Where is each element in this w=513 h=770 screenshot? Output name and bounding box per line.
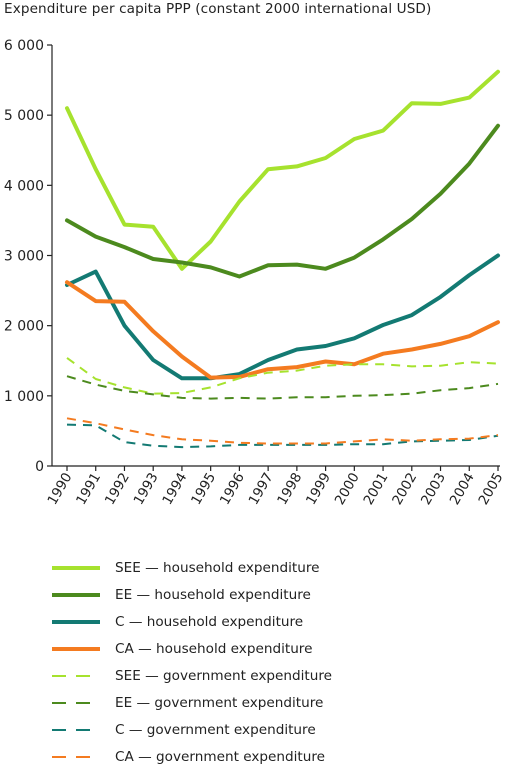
x-tick-label: 1996 (217, 470, 248, 508)
x-tick-label: 1991 (73, 470, 104, 508)
axes (51, 45, 500, 467)
y-tick-label: 6 000 (4, 38, 44, 54)
x-tick-label: 1993 (131, 470, 162, 508)
series-line-6 (66, 375, 499, 400)
x-tick-label: 2002 (389, 470, 420, 508)
x-tick-label: 2003 (418, 470, 449, 508)
x-tick-label: 2004 (447, 470, 478, 508)
series-line-2 (65, 123, 500, 279)
x-tick-label: 2000 (332, 470, 363, 508)
x-tick-label: 1997 (246, 470, 277, 508)
x-tick-label: 1992 (102, 470, 133, 508)
series-line-5 (66, 357, 499, 395)
series-line-3 (65, 253, 500, 381)
x-tick-label: 1999 (303, 470, 334, 508)
y-tick-label: 4 000 (4, 178, 44, 194)
y-tick-label: 2 000 (4, 319, 44, 335)
series-line-1 (65, 69, 500, 271)
x-axis-ticks: 1990199119921993199419951996199719981999… (44, 466, 506, 508)
y-tick-label: 0 (35, 459, 44, 475)
x-tick-label: 1995 (188, 470, 219, 508)
x-tick-label: 1994 (159, 470, 190, 508)
x-tick-label: 2001 (360, 470, 391, 508)
series-line-7 (66, 423, 499, 449)
series-line-8 (66, 417, 499, 445)
y-tick-label: 1 000 (4, 389, 44, 405)
series-lines (65, 69, 500, 449)
y-axis-ticks: 0 1 000 2 000 3 000 4 000 5 000 6 000 (4, 38, 52, 475)
chart-title: Expenditure per capita PPP (constant 200… (4, 1, 432, 17)
series-line-4 (65, 280, 500, 380)
x-tick-label: 1990 (44, 470, 75, 508)
x-tick-label: 2005 (475, 470, 506, 508)
y-tick-label: 3 000 (4, 249, 44, 265)
y-tick-label: 5 000 (4, 108, 44, 124)
x-tick-label: 1998 (274, 470, 305, 508)
